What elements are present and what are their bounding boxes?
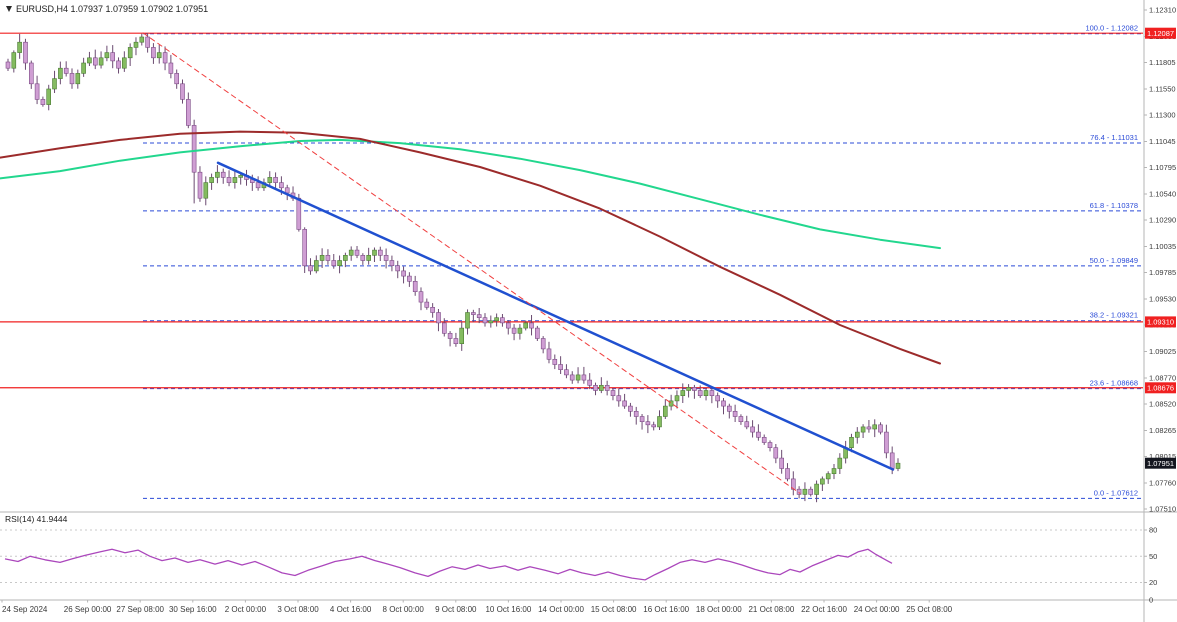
svg-text:25 Oct 08:00: 25 Oct 08:00 bbox=[906, 605, 952, 614]
svg-text:3 Oct 08:00: 3 Oct 08:00 bbox=[277, 605, 319, 614]
svg-text:1.11550: 1.11550 bbox=[1149, 85, 1176, 94]
svg-text:1.08015: 1.08015 bbox=[1149, 452, 1176, 461]
svg-text:1.08770: 1.08770 bbox=[1149, 374, 1176, 383]
svg-text:1.10540: 1.10540 bbox=[1149, 190, 1176, 199]
time-axis[interactable]: 24 Sep 2024 26 Sep 00:00 27 Sep 08:00 30 Se… bbox=[1, 600, 953, 614]
svg-text:15 Oct 08:00: 15 Oct 08:00 bbox=[591, 605, 637, 614]
svg-text:1.12310: 1.12310 bbox=[1149, 6, 1176, 15]
svg-text:80: 80 bbox=[1149, 526, 1157, 535]
svg-text:9 Oct 08:00: 9 Oct 08:00 bbox=[435, 605, 477, 614]
horizontal-price-lines[interactable] bbox=[0, 32, 1143, 389]
svg-text:27 Sep 08:00: 27 Sep 08:00 bbox=[116, 605, 164, 614]
svg-text:1.09310: 1.09310 bbox=[1147, 318, 1174, 327]
svg-text:1.10035: 1.10035 bbox=[1149, 242, 1176, 251]
svg-text:1.08676: 1.08676 bbox=[1147, 384, 1174, 393]
svg-text:1.11300: 1.11300 bbox=[1149, 111, 1176, 120]
svg-text:1.08520: 1.08520 bbox=[1149, 400, 1176, 409]
svg-text:1.10290: 1.10290 bbox=[1149, 216, 1176, 225]
svg-text:26 Sep 00:00: 26 Sep 00:00 bbox=[64, 605, 112, 614]
svg-text:14 Oct 00:00: 14 Oct 00:00 bbox=[538, 605, 584, 614]
rsi-indicator-label: RSI(14) 41.9444 bbox=[5, 514, 68, 524]
svg-text:50.0 - 1.09849: 50.0 - 1.09849 bbox=[1090, 256, 1138, 265]
svg-text:76.4 - 1.11031: 76.4 - 1.11031 bbox=[1090, 133, 1138, 142]
svg-text:0.0 - 1.07612: 0.0 - 1.07612 bbox=[1094, 488, 1138, 497]
svg-text:1.11805: 1.11805 bbox=[1149, 58, 1176, 67]
svg-text:22 Oct 16:00: 22 Oct 16:00 bbox=[801, 605, 847, 614]
svg-text:1.12087: 1.12087 bbox=[1147, 29, 1174, 38]
svg-text:100.0 - 1.12082: 100.0 - 1.12082 bbox=[1085, 24, 1138, 33]
svg-text:1.09785: 1.09785 bbox=[1149, 268, 1176, 277]
svg-text:30 Sep 16:00: 30 Sep 16:00 bbox=[169, 605, 217, 614]
svg-text:1.09025: 1.09025 bbox=[1149, 347, 1176, 356]
svg-text:16 Oct 16:00: 16 Oct 16:00 bbox=[643, 605, 689, 614]
svg-text:1.11045: 1.11045 bbox=[1149, 137, 1176, 146]
svg-text:38.2 - 1.09321: 38.2 - 1.09321 bbox=[1090, 311, 1138, 320]
svg-text:24 Sep 2024: 24 Sep 2024 bbox=[2, 605, 48, 614]
symbol-quote-text: EURUSD,H4 1.07937 1.07959 1.07902 1.0795… bbox=[16, 4, 209, 14]
svg-text:50: 50 bbox=[1149, 552, 1157, 561]
moving-average-lines bbox=[0, 130, 941, 365]
trendlines[interactable] bbox=[142, 32, 895, 494]
svg-text:1.09530: 1.09530 bbox=[1149, 295, 1176, 304]
svg-text:0: 0 bbox=[1149, 596, 1153, 605]
svg-text:61.8 - 1.10378: 61.8 - 1.10378 bbox=[1090, 201, 1138, 210]
svg-text:1.07510: 1.07510 bbox=[1149, 505, 1176, 514]
svg-text:1.07760: 1.07760 bbox=[1149, 479, 1176, 488]
svg-text:10 Oct 16:00: 10 Oct 16:00 bbox=[485, 605, 531, 614]
symbol-marker-icon bbox=[6, 6, 12, 12]
symbol-info-bar: EURUSD,H4 1.07937 1.07959 1.07902 1.0795… bbox=[6, 4, 208, 14]
svg-text:1.10795: 1.10795 bbox=[1149, 163, 1176, 172]
svg-text:2 Oct 00:00: 2 Oct 00:00 bbox=[225, 605, 267, 614]
svg-text:23.6 - 1.08668: 23.6 - 1.08668 bbox=[1090, 379, 1138, 388]
svg-text:21 Oct 08:00: 21 Oct 08:00 bbox=[748, 605, 794, 614]
price-badges: 1.12087 1.09310 1.08676 1.07951 bbox=[1145, 27, 1176, 469]
candlestick-series bbox=[5, 33, 901, 503]
fib-retracement-levels[interactable]: 100.0 - 1.12082 76.4 - 1.11031 61.8 - 1.10… bbox=[143, 24, 1143, 499]
svg-text:4 Oct 16:00: 4 Oct 16:00 bbox=[330, 605, 372, 614]
svg-text:1.08265: 1.08265 bbox=[1149, 426, 1176, 435]
svg-text:18 Oct 00:00: 18 Oct 00:00 bbox=[696, 605, 742, 614]
svg-text:20: 20 bbox=[1149, 578, 1157, 587]
price-axis[interactable]: 1.123101.120551.118051.115501.113001.110… bbox=[1144, 6, 1176, 605]
svg-text:8 Oct 00:00: 8 Oct 00:00 bbox=[383, 605, 425, 614]
svg-text:1.07951: 1.07951 bbox=[1147, 459, 1174, 468]
svg-text:24 Oct 00:00: 24 Oct 00:00 bbox=[854, 605, 900, 614]
rsi-indicator-panel bbox=[0, 529, 1143, 583]
